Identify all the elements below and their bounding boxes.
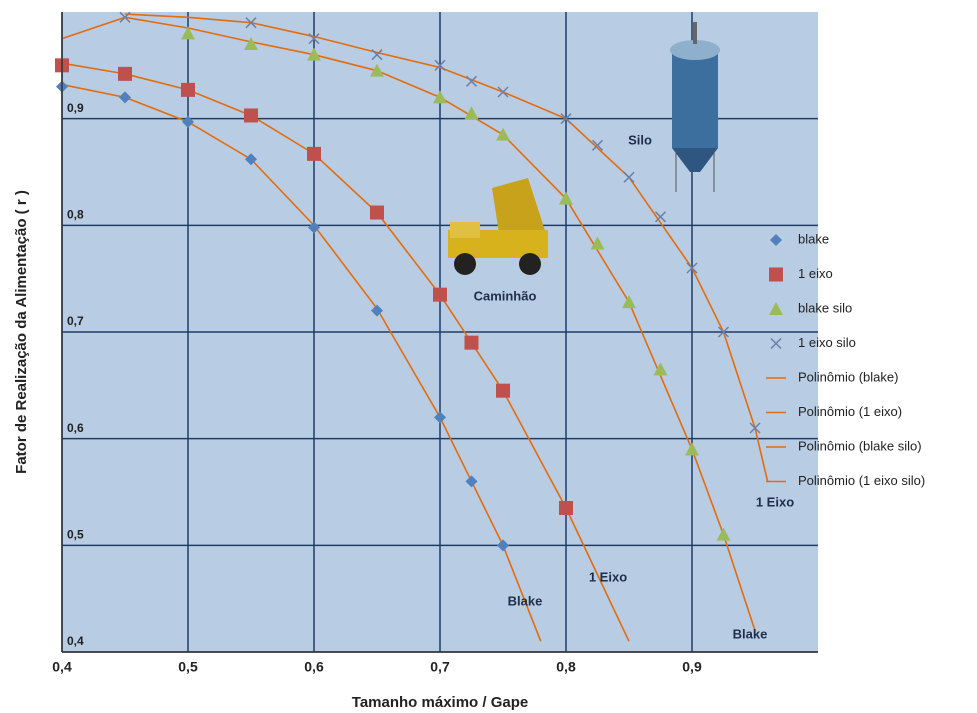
legend-label: 1 eixo silo: [798, 335, 856, 350]
x-tick-label: 0,5: [178, 659, 198, 675]
chart: Silo Caminhão 1 Eixo 1 Eixo Blake Blake Taman…: [0, 0, 977, 713]
legend-label: Polinômio (blake silo): [798, 438, 922, 453]
y-tick-label: 0,7: [67, 314, 84, 328]
x-tick-label: 0,8: [556, 659, 576, 675]
x-tick-label: 0,7: [430, 659, 450, 675]
point: [433, 288, 447, 302]
y-tick-label: 0,4: [67, 634, 84, 648]
point: [181, 83, 195, 97]
point: [465, 336, 479, 350]
legend-marker: [769, 268, 783, 282]
point: [370, 206, 384, 220]
annotation: Caminhão: [474, 288, 537, 303]
legend-label: Polinômio (blake): [798, 369, 898, 384]
legend-label: Polinômio (1 eixo silo): [798, 473, 925, 488]
y-axis-title: Fator de Realização da Alimentação ( r ): [13, 190, 30, 474]
annotation: 1 Eixo: [589, 569, 627, 584]
x-tick-label: 0,6: [304, 659, 324, 675]
legend-label: blake silo: [798, 300, 852, 315]
point: [244, 108, 258, 122]
legend-label: 1 eixo: [798, 266, 833, 281]
x-tick-label: 0,4: [52, 659, 72, 675]
point: [496, 384, 510, 398]
point: [307, 147, 321, 161]
x-axis-title: Tamanho máximo / Gape: [352, 694, 528, 711]
annotation: Silo: [628, 132, 652, 147]
legend-label: blake: [798, 231, 829, 246]
y-tick-label: 0,9: [67, 101, 84, 115]
y-tick-label: 0,5: [67, 528, 84, 542]
annotation: 1 Eixo: [756, 494, 794, 509]
point: [118, 67, 132, 81]
annotation: Blake: [508, 593, 543, 608]
y-tick-label: 0,8: [67, 208, 84, 222]
annotation: Blake: [733, 626, 768, 641]
point: [559, 501, 573, 515]
y-tick-label: 0,6: [67, 421, 84, 435]
x-tick-label: 0,9: [682, 659, 702, 675]
legend-label: Polinômio (1 eixo): [798, 404, 902, 419]
